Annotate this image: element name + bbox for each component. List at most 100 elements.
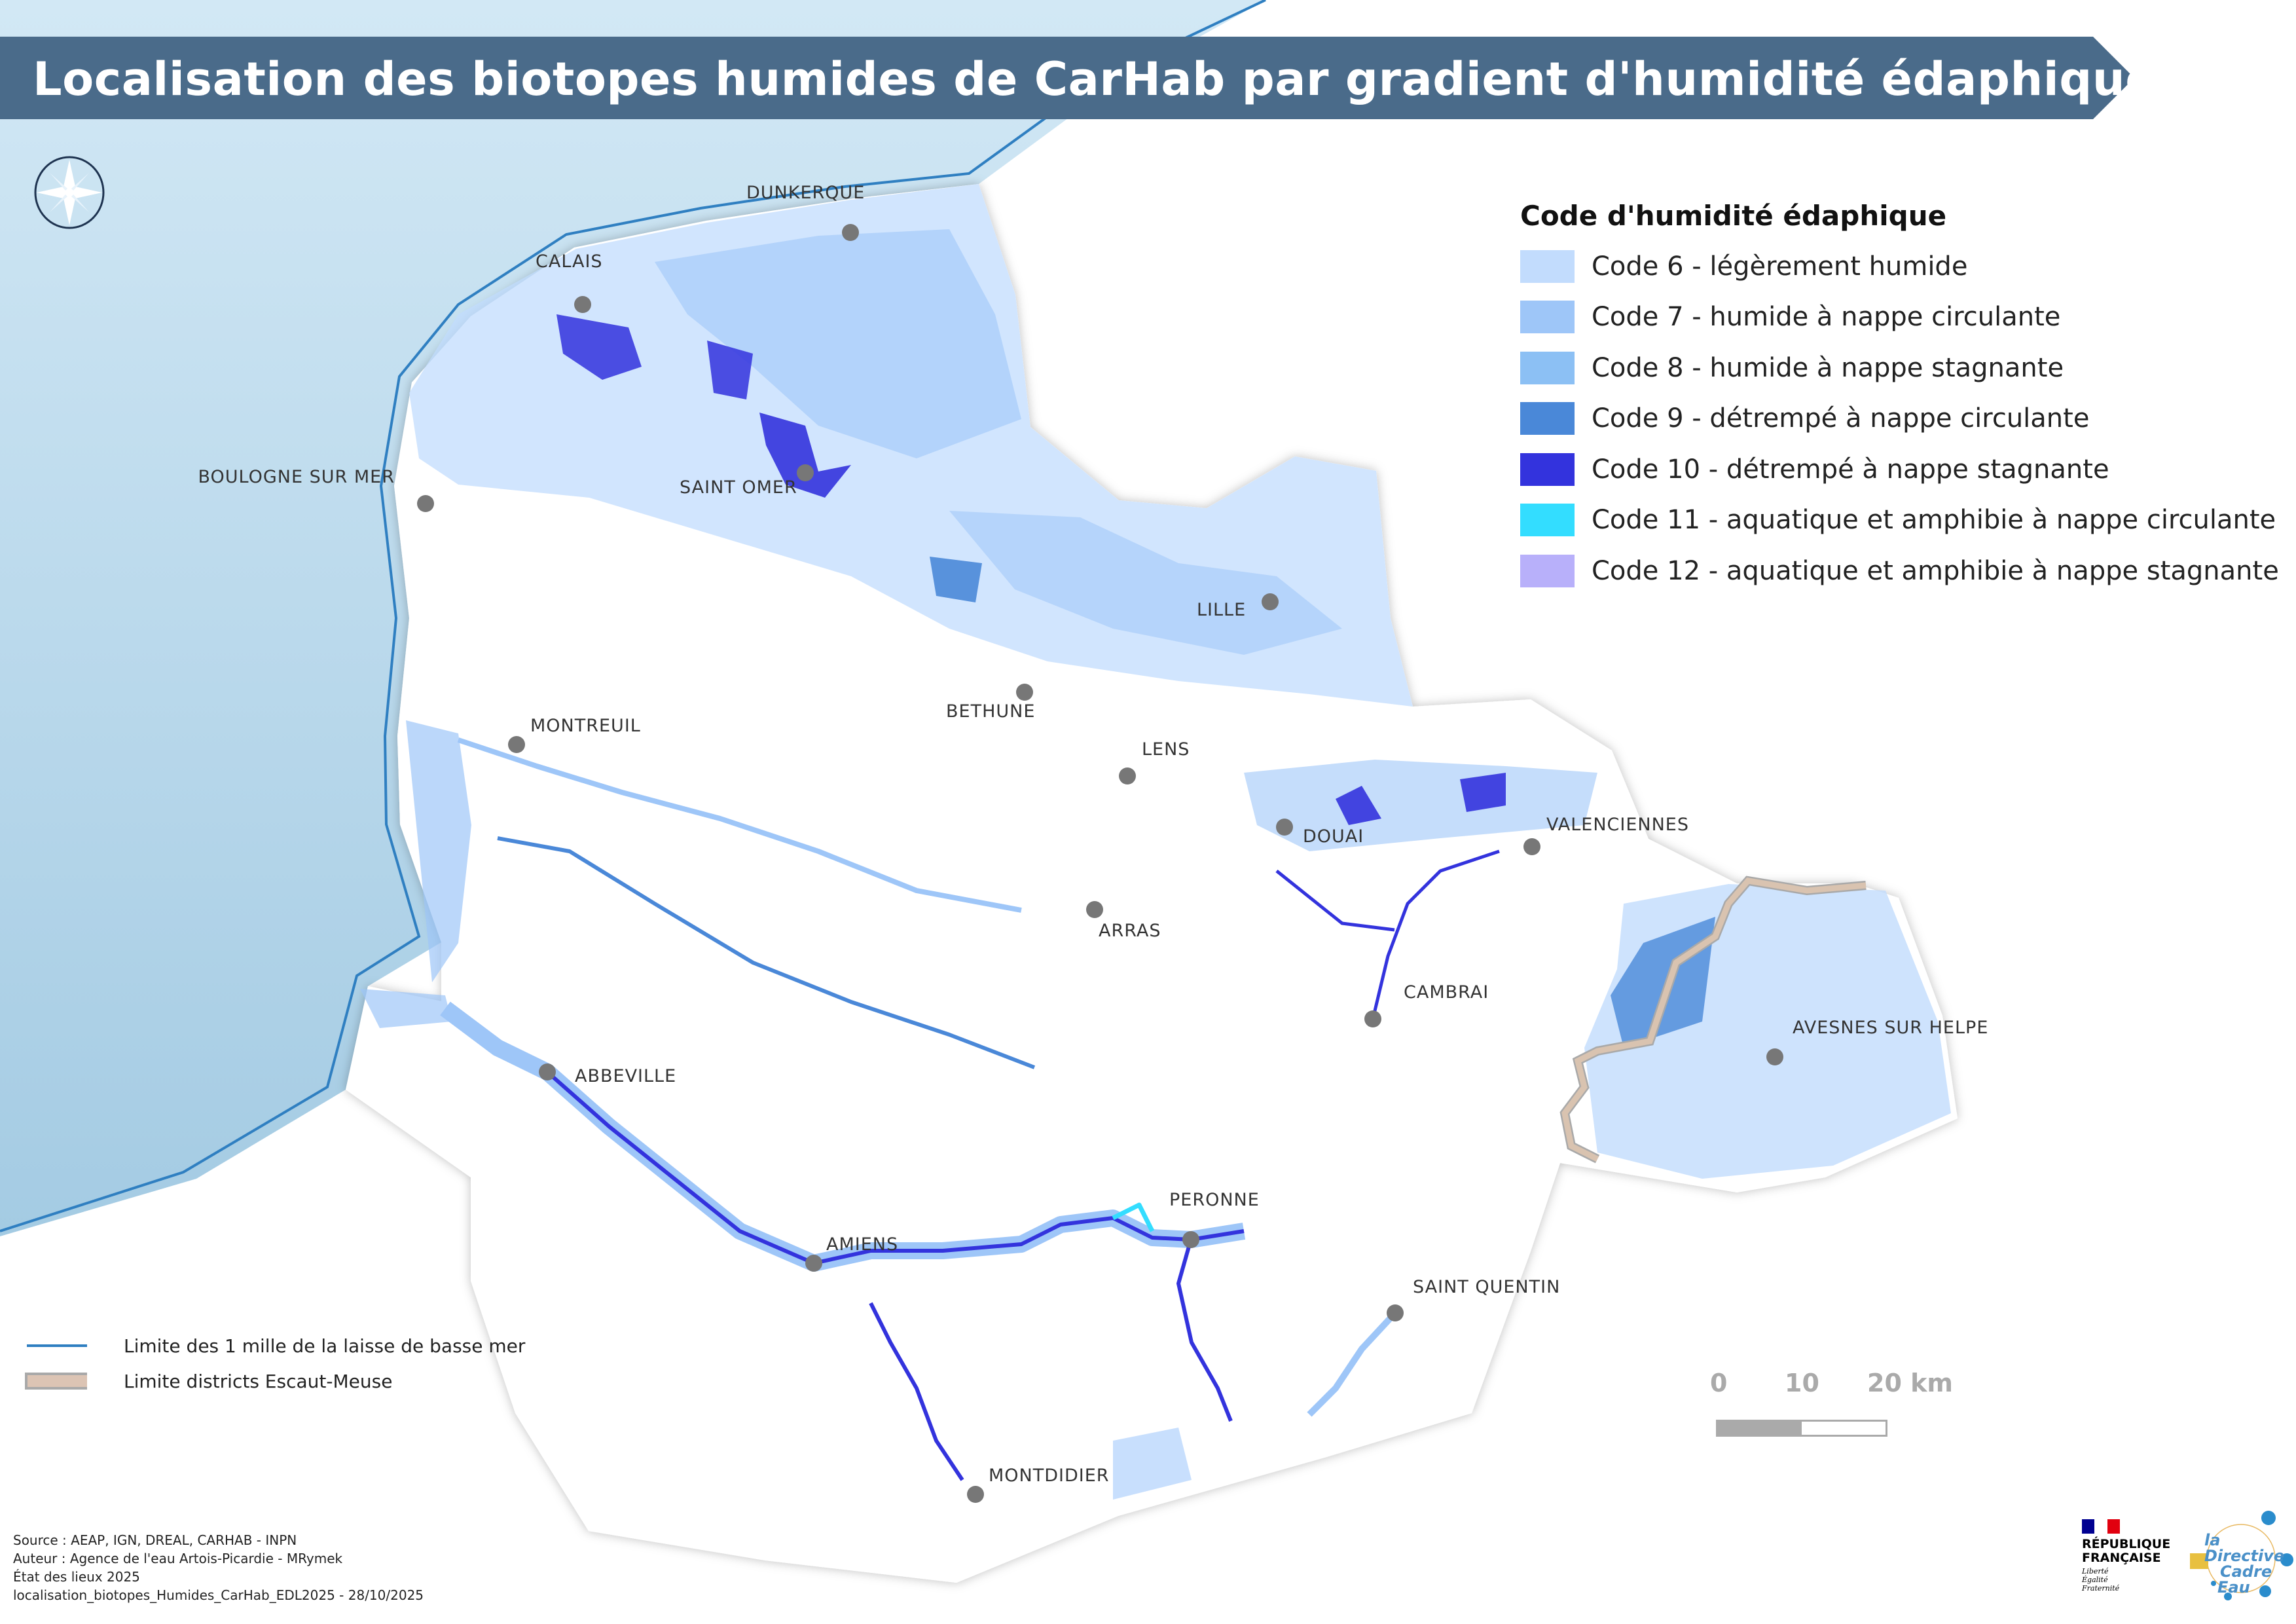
city-label-avesnes-sur-helpe: AVESNES SUR HELPE (1793, 1018, 1988, 1038)
river-somme (546, 1070, 1245, 1265)
wetland-code10-douai (1336, 786, 1381, 825)
map-title: Localisation des biotopes humides de Car… (33, 52, 2157, 106)
city-label-douai: DOUAI (1303, 826, 1364, 847)
city-marker-montreuil (508, 736, 525, 753)
humidity-legend: Code d'humidité édaphique Code 6 - légèr… (1520, 200, 2279, 597)
legend-label: Code 11 - aquatique et amphibie à nappe … (1592, 505, 2276, 536)
rf-line1: RÉPUBLIQUE (2082, 1537, 2171, 1551)
city-label-saint-omer: SAINT OMER (680, 477, 797, 498)
river-code11-somme (1112, 1202, 1155, 1232)
legend-label: Code 10 - détrempé à nappe stagnante (1592, 454, 2109, 485)
edition-line: État des lieux 2025 (13, 1569, 140, 1585)
wetland-code10-saint-omer (759, 413, 851, 498)
title-banner-shape (0, 37, 2134, 119)
city-marker-douai (1276, 819, 1293, 836)
legend-item: Code 7 - humide à nappe circulante (1520, 292, 2279, 343)
legend-item: Code 8 - humide à nappe stagnante (1520, 342, 2279, 394)
city-label-peronne: PERONNE (1169, 1190, 1260, 1210)
city-label-montreuil: MONTREUIL (530, 716, 641, 736)
city-label-calais: CALAIS (536, 251, 603, 272)
city-label-dunkerque: DUNKERQUE (746, 183, 865, 203)
city-marker-bethune (1016, 684, 1033, 701)
file-line: localisation_biotopes_Humides_CarHab_EDL… (13, 1587, 424, 1603)
line-legend-sea-limit: Limite des 1 mille de la laisse de basse… (25, 1328, 525, 1363)
city-label-cambrai: CAMBRAI (1404, 982, 1489, 1003)
city-marker-cambrai (1364, 1010, 1381, 1027)
directive-cadre-eau-logo: la Directive Cadre Eau (2190, 1506, 2295, 1604)
legend-swatch (1520, 452, 1575, 486)
rf-line2: FRANÇAISE (2082, 1551, 2161, 1565)
legend-item: Code 10 - détrempé à nappe stagnante (1520, 444, 2279, 495)
sea-limit-symbol (27, 1344, 87, 1347)
river-authie (497, 836, 1036, 1069)
wetland-code10-scarpe (1460, 773, 1506, 812)
legend-title: Code d'humidité édaphique (1520, 200, 1947, 232)
dce-line1: la Directive (2204, 1531, 2285, 1565)
city-marker-peronne (1182, 1231, 1199, 1248)
city-label-abbeville: ABBEVILLE (575, 1066, 676, 1086)
river-escaut (1371, 849, 1500, 1020)
line-legend-district-limit: Limite districts Escaut-Meuse (25, 1363, 525, 1399)
rf-motto-3: Fraternité (2082, 1584, 2120, 1593)
legend-item: Code 12 - aquatique et amphibie à nappe … (1520, 545, 2279, 597)
wetland-code7-lys (949, 511, 1342, 655)
scale-label-0: 0 (1710, 1369, 1728, 1397)
city-label-valenciennes: VALENCIENNES (1546, 815, 1689, 835)
river-avre (869, 1302, 964, 1481)
author-line: Auteur : Agence de l'eau Artois-Picardie… (13, 1551, 343, 1566)
city-marker-dunkerque (842, 224, 859, 241)
dce-logo-graphic (2190, 1511, 2293, 1600)
rf-motto-2: Égalité (2082, 1576, 2108, 1584)
legend-swatch (1520, 504, 1575, 537)
city-marker-amiens (805, 1255, 822, 1272)
sea (0, 0, 1266, 1236)
sources-block: Source : AEAP, IGN, DREAL, CARHAB - INPN… (13, 1531, 424, 1604)
city-marker-valenciennes (1523, 838, 1540, 855)
wetland-code7-somme-bay (360, 989, 452, 1028)
city-marker-calais (574, 296, 591, 313)
legend-swatch (1520, 301, 1575, 334)
river-layer (440, 737, 1500, 1481)
city-label-arras: ARRAS (1099, 921, 1161, 941)
wetland-code10-calais (556, 314, 642, 380)
scale-label-20: 20 km (1867, 1369, 1953, 1397)
scale-bar: 0 10 20 km (1702, 1369, 1977, 1437)
dce-line2: Cadre (2220, 1562, 2272, 1581)
district-limit-label: Limite districts Escaut-Meuse (124, 1370, 393, 1392)
republique-francaise-logo: RÉPUBLIQUE FRANÇAISE Liberté Égalité Frat… (2082, 1519, 2180, 1593)
legend-swatch (1520, 351, 1575, 384)
wetland-code7-scarpe (1244, 760, 1597, 851)
city-marker-arras (1086, 901, 1103, 918)
legend-label: Code 8 - humide à nappe stagnante (1592, 352, 2064, 383)
river-somme-upper (1176, 1239, 1233, 1422)
legend-swatch (1520, 554, 1575, 587)
river-sensee (1275, 870, 1395, 932)
river-canche (457, 737, 1022, 913)
city-marker-montdidier (967, 1486, 984, 1503)
wetland-layer (360, 184, 1951, 1500)
city-label-lens: LENS (1142, 739, 1190, 760)
dce-line3: Eau (2217, 1578, 2250, 1596)
rf-motto-1: Liberté (2082, 1567, 2109, 1576)
city-marker-avesnes-sur-helpe (1766, 1048, 1783, 1065)
city-label-montdidier: MONTDIDIER (989, 1466, 1110, 1486)
line-legend: Limite des 1 mille de la laisse de basse… (25, 1328, 525, 1399)
city-label-lille: LILLE (1197, 600, 1246, 620)
escaut-meuse-limit-inner (1561, 877, 1867, 1162)
city-marker-abbeville (539, 1063, 556, 1080)
legend-label: Code 6 - légèrement humide (1592, 251, 1968, 282)
scale-bar-fill (1718, 1422, 1802, 1435)
district-limit-symbol (25, 1373, 87, 1390)
legend-item: Code 11 - aquatique et amphibie à nappe … (1520, 495, 2279, 546)
scale-label-10: 10 (1785, 1369, 1819, 1397)
wetland-code7-audomarois (655, 229, 1021, 458)
legend-label: Code 12 - aquatique et amphibie à nappe … (1592, 555, 2279, 586)
city-label-boulogne-sur-mer: BOULOGNE SUR MER (198, 467, 395, 487)
legend-label: Code 7 - humide à nappe circulante (1592, 302, 2061, 333)
city-marker-saint-omer (797, 464, 814, 481)
marianne-flag-icon (2082, 1519, 2120, 1534)
city-marker-saint-quentin (1387, 1304, 1404, 1321)
title-bar: Localisation des biotopes humides de Car… (0, 37, 2157, 119)
